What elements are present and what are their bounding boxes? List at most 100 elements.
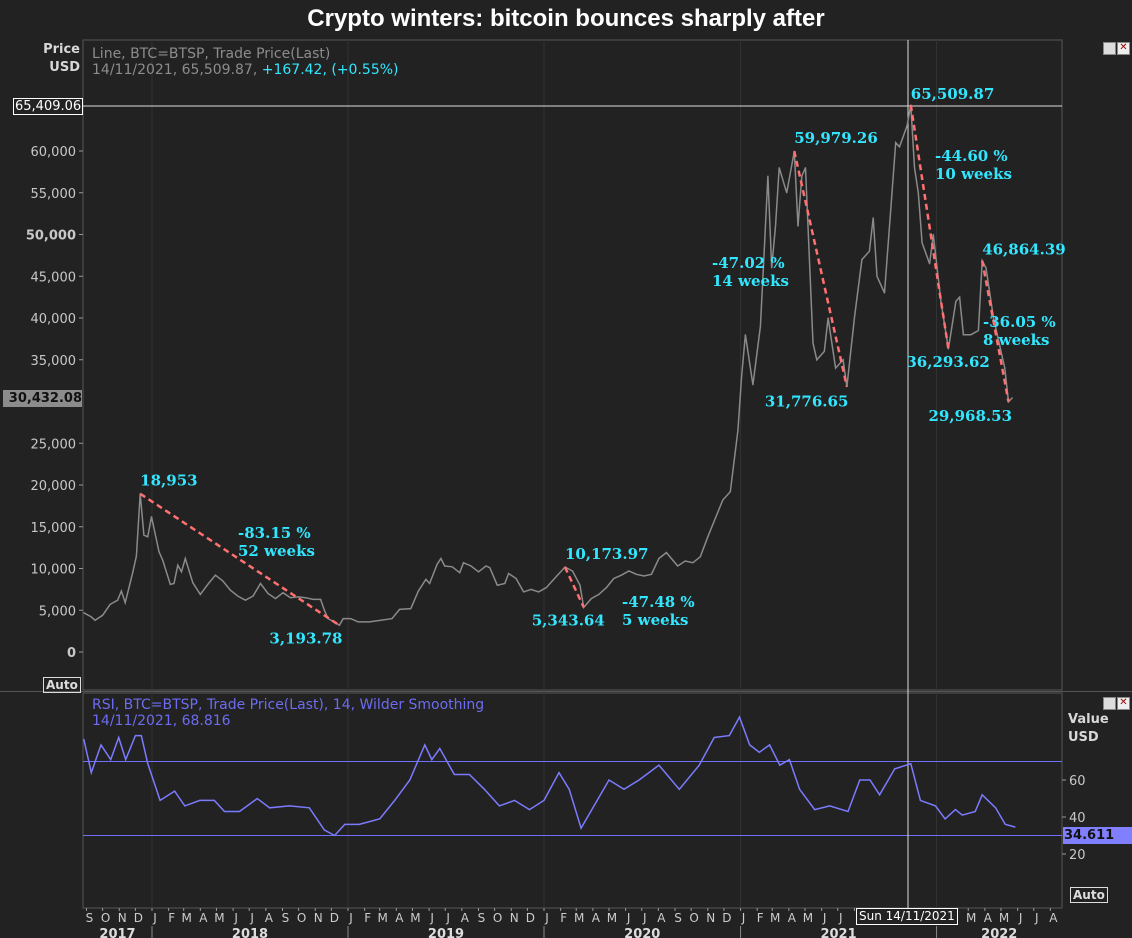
month-label: D <box>330 911 339 925</box>
price-point <box>342 618 344 620</box>
rsi-point <box>894 768 896 770</box>
price-legend-date-value: 14/11/2021, 65,509.87, <box>92 62 262 78</box>
month-label: S <box>86 911 94 925</box>
drawdown-line <box>563 566 585 608</box>
month-label: S <box>478 911 486 925</box>
price-auto-scale-button[interactable]: Auto <box>43 677 81 693</box>
price-point <box>477 571 480 573</box>
rsi-point <box>814 809 816 811</box>
crosshair-date-label: Sun 14/11/2021 <box>856 908 958 925</box>
rsi-point <box>513 799 516 801</box>
drawdown-duration-label: 14 weeks <box>712 272 789 290</box>
rsi-panel-close-icon[interactable]: ✕ <box>1117 697 1130 710</box>
rsi-auto-scale-button[interactable]: Auto <box>1070 887 1108 903</box>
price-point <box>368 621 371 623</box>
month-label: O <box>297 911 306 925</box>
price-point <box>763 250 765 252</box>
price-point <box>959 296 961 298</box>
month-label: A <box>788 911 797 925</box>
trough-label: 5,343.64 <box>532 611 605 629</box>
month-label: N <box>706 911 715 925</box>
price-ytick-label: 5,000 <box>39 604 76 619</box>
price-point <box>530 588 532 590</box>
price-point <box>771 267 773 269</box>
month-label: A <box>199 911 208 925</box>
month-label: J <box>429 911 434 925</box>
drawdown-percent-label: -36.05 % <box>983 313 1056 331</box>
price-point <box>801 175 803 177</box>
price-point <box>357 621 359 623</box>
month-label: M <box>966 911 976 925</box>
last-price-label: 30,432.08 <box>3 390 82 407</box>
month-label: D <box>526 911 535 925</box>
rsi-point <box>847 810 849 813</box>
rsi-legend-value: 14/11/2021, 68.816 <box>92 713 231 729</box>
price-point <box>180 571 183 573</box>
rsi-panel-restore-icon[interactable] <box>1103 697 1116 710</box>
drawdown-duration-label: 52 weeks <box>238 542 315 560</box>
price-point <box>605 587 607 589</box>
price-axis-title-line1: Price <box>43 42 80 57</box>
price-point <box>842 359 844 361</box>
price-point <box>677 565 679 567</box>
month-label: S <box>282 911 290 925</box>
rsi-point <box>593 805 595 807</box>
rsi-point <box>308 807 310 809</box>
peak-label: 10,173.97 <box>565 545 649 563</box>
rsi-point <box>749 744 751 746</box>
price-point <box>417 590 419 592</box>
price-point <box>259 582 262 585</box>
rsi-point <box>658 764 660 766</box>
rsi-point <box>788 759 791 761</box>
month-label: J <box>642 911 647 925</box>
price-point <box>135 555 138 557</box>
price-ytick-label: 55,000 <box>31 187 77 202</box>
rsi-ytick-label: 40 <box>1069 811 1086 826</box>
price-point <box>767 175 769 177</box>
price-ytick-label: 0 <box>67 646 76 661</box>
price-point <box>643 575 645 577</box>
price-point <box>812 342 814 344</box>
price-ytick-label: 10,000 <box>31 563 77 578</box>
rsi-point <box>713 736 715 739</box>
month-label: D <box>722 911 731 925</box>
rsi-point <box>758 751 760 753</box>
price-point <box>444 565 446 567</box>
price-point <box>282 592 284 594</box>
rsi-point <box>159 799 161 801</box>
month-label: M <box>770 911 780 925</box>
month-label: J <box>249 911 254 925</box>
price-ytick-label: 40,000 <box>31 312 77 327</box>
drawdown-line <box>980 260 1010 402</box>
price-axis-title: Price USD <box>30 41 80 77</box>
month-label: J <box>741 911 746 925</box>
month-label: J <box>152 911 157 925</box>
rsi-point <box>779 764 781 766</box>
price-point <box>590 597 592 600</box>
rsi-point <box>623 788 625 790</box>
price-point <box>665 552 668 554</box>
price-panel-restore-icon[interactable] <box>1103 42 1116 55</box>
price-point <box>470 565 472 567</box>
price-panel-close-icon[interactable]: ✕ <box>1117 42 1130 55</box>
month-label: J <box>1018 911 1023 925</box>
price-point <box>199 593 201 595</box>
rsi-point <box>110 759 112 761</box>
price-point <box>507 572 510 575</box>
month-label: F <box>757 911 764 925</box>
rsi-point <box>944 818 946 820</box>
month-label: A <box>461 911 470 925</box>
price-point <box>496 584 498 586</box>
price-point <box>109 603 111 606</box>
rsi-point <box>83 738 85 740</box>
price-point <box>425 578 427 580</box>
price-point <box>150 516 153 518</box>
price-point <box>1004 367 1006 369</box>
price-point <box>898 146 901 148</box>
rsi-point <box>608 779 610 781</box>
price-point <box>177 564 179 566</box>
rsi-point <box>934 805 937 807</box>
rsi-point <box>698 764 700 766</box>
price-point <box>252 595 254 597</box>
